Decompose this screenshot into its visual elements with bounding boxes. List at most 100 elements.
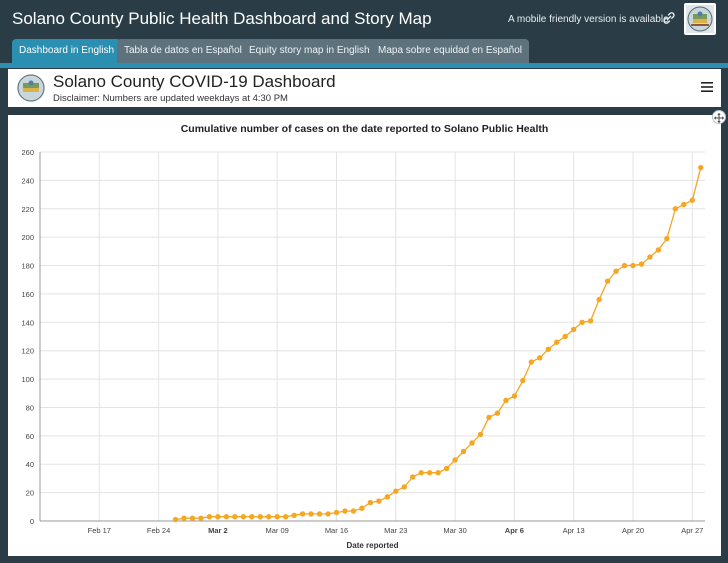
tab-tabla-espanol[interactable]: Tabla de datos en Español xyxy=(117,39,249,63)
data-point xyxy=(367,499,374,506)
data-point xyxy=(325,511,331,517)
data-point xyxy=(384,494,391,500)
y-tick-label: 260 xyxy=(21,148,34,157)
data-point xyxy=(537,355,543,361)
y-tick-label: 60 xyxy=(26,432,34,441)
data-point xyxy=(223,514,230,520)
data-point xyxy=(672,206,679,212)
data-point xyxy=(198,515,204,521)
disclaimer-text: Disclaimer: Numbers are updated weekdays… xyxy=(53,93,288,104)
chart-title: Cumulative number of cases on the date r… xyxy=(180,123,549,135)
x-tick-label: Mar 2 xyxy=(208,526,228,535)
data-point xyxy=(520,377,526,384)
data-point xyxy=(249,514,255,520)
data-point xyxy=(511,393,518,399)
data-point xyxy=(215,514,221,520)
y-tick-label: 140 xyxy=(21,318,34,327)
data-point xyxy=(350,508,357,514)
tab-strip xyxy=(0,63,728,68)
data-point xyxy=(410,474,416,480)
tab-equity-story-map-english[interactable]: Equity story map in English xyxy=(242,39,377,63)
expand-icon[interactable] xyxy=(712,110,726,124)
data-point xyxy=(689,197,695,203)
data-point xyxy=(486,414,492,421)
data-point xyxy=(570,326,577,333)
y-tick-label: 40 xyxy=(26,460,34,469)
data-point xyxy=(232,514,238,520)
data-point xyxy=(596,296,602,303)
x-tick-label: Mar 23 xyxy=(384,526,407,535)
data-point xyxy=(503,397,509,404)
data-point xyxy=(655,247,662,253)
data-point xyxy=(562,333,568,340)
dashboard-title: Solano County COVID-19 Dashboard xyxy=(53,72,336,91)
county-seal-logo[interactable] xyxy=(684,3,716,35)
tab-dashboard-english[interactable]: Dashboard in English xyxy=(12,39,122,63)
link-icon[interactable] xyxy=(662,11,676,25)
data-point xyxy=(240,514,247,520)
x-tick-label: Apr 13 xyxy=(563,526,585,535)
data-point xyxy=(342,508,348,514)
y-tick-label: 120 xyxy=(21,347,34,356)
data-point xyxy=(630,262,636,269)
data-point xyxy=(604,278,611,284)
site-title: Solano County Public Health Dashboard an… xyxy=(12,9,432,28)
data-point xyxy=(299,511,306,517)
data-point xyxy=(426,470,433,476)
data-point xyxy=(418,470,424,476)
y-tick-label: 200 xyxy=(21,233,34,242)
x-tick-label: Apr 20 xyxy=(622,526,644,535)
x-tick-label: Apr 27 xyxy=(681,526,703,535)
data-point xyxy=(282,514,289,520)
cumulative-cases-chart: 0 20 40 60 80 100 120 140 160 180 200 220 240 260 Feb … xyxy=(21,148,705,550)
y-tick-label: 180 xyxy=(21,262,34,271)
data-point xyxy=(435,470,441,476)
data-point xyxy=(333,509,340,516)
x-tick-label: Feb 24 xyxy=(147,526,170,535)
data-point xyxy=(376,498,382,504)
dashboard-header: Solano County COVID-19 Dashboard Disclai… xyxy=(8,69,721,107)
chart-card: 0 20 40 60 80 100 120 140 160 180 200 220 240 260 Feb … xyxy=(8,110,726,556)
y-tick-label: 80 xyxy=(26,403,34,412)
data-point xyxy=(469,440,475,446)
data-point xyxy=(545,346,551,352)
data-point xyxy=(291,512,297,519)
x-tick-label: Feb 17 xyxy=(88,526,111,535)
y-tick-label: 240 xyxy=(21,176,34,185)
data-point xyxy=(266,514,272,520)
data-point xyxy=(681,201,687,208)
data-point xyxy=(206,514,213,520)
data-point xyxy=(401,484,407,490)
data-point xyxy=(554,339,560,345)
y-tick-label: 0 xyxy=(30,517,34,526)
data-point xyxy=(189,515,196,521)
data-point xyxy=(460,448,467,455)
data-point xyxy=(181,515,187,521)
data-point xyxy=(257,514,263,520)
data-point xyxy=(172,516,179,523)
data-point xyxy=(393,488,399,494)
data-point xyxy=(587,318,594,324)
data-point xyxy=(613,268,619,274)
x-tick-label: Mar 09 xyxy=(266,526,289,535)
x-tick-label: Apr 6 xyxy=(505,526,524,535)
y-tick-label: 160 xyxy=(21,290,34,299)
data-point xyxy=(443,465,450,472)
mobile-version-note: A mobile friendly version is available xyxy=(508,14,669,25)
tab-mapa-equidad-espanol[interactable]: Mapa sobre equidad en Español xyxy=(371,39,529,63)
y-tick-label: 100 xyxy=(21,375,34,384)
data-point xyxy=(274,514,280,520)
data-point xyxy=(477,431,484,438)
data-point xyxy=(316,511,323,517)
y-tick-label: 20 xyxy=(26,489,34,498)
data-point xyxy=(638,261,645,267)
data-point xyxy=(621,262,628,269)
data-point xyxy=(664,235,670,242)
data-point xyxy=(494,410,501,416)
data-point xyxy=(452,457,458,463)
x-tick-label: Mar 16 xyxy=(325,526,348,535)
data-point xyxy=(579,319,585,326)
top-bar: Solano County Public Health Dashboard an… xyxy=(0,0,728,38)
hamburger-menu-icon[interactable] xyxy=(701,81,713,93)
series-line xyxy=(175,167,702,521)
